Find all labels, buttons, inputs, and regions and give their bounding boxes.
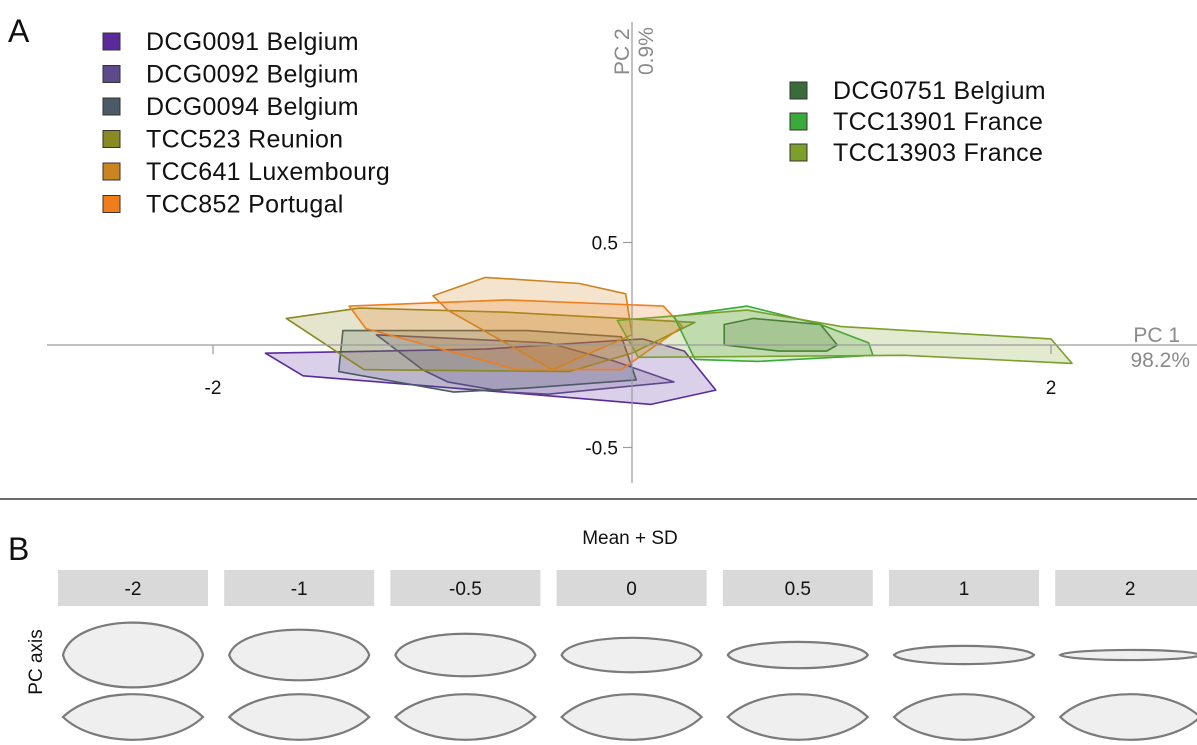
shape-pc2-0-5 <box>393 693 537 741</box>
shape-pc2-1 <box>892 693 1036 741</box>
legend-swatch-dcg0091-belgium <box>102 32 121 51</box>
legend-label-tcc641-luxembourg: TCC641 Luxembourg <box>146 158 390 186</box>
strip-0-5 <box>390 570 541 606</box>
strip-1 <box>889 570 1039 606</box>
panel-a-letter: A <box>8 13 30 49</box>
shape-pc1-2 <box>1058 648 1197 662</box>
hull-tcc13901-france <box>673 305 874 363</box>
axes-layer <box>47 22 1197 483</box>
shape-pc1-0 <box>560 636 703 674</box>
legend-swatch-tcc852-portugal <box>102 195 121 213</box>
shape-pc1-1 <box>892 644 1036 666</box>
shape-grid-title: Mean + SD <box>582 528 678 549</box>
legend-label-dcg0092-belgium: DCG0092 Belgium <box>146 61 359 89</box>
shape-pc2-1 <box>227 693 371 741</box>
pca-scatter-plot: -2 2 0.5 -0.5 PC 1 98.2% PC 2 0.9% DCG0091 … <box>47 22 1197 483</box>
shape-pc2-2 <box>61 693 205 741</box>
shape-pc2-2 <box>1058 693 1197 741</box>
x-tick-label-2: 2 <box>1046 378 1057 399</box>
shape-grid: -2 -1 -0.5 0 0.5 1 2 <box>58 570 1197 741</box>
strip-label-2: -2 <box>125 579 142 600</box>
y-tick-label-0-5: 0.5 <box>592 234 618 255</box>
legend-swatch-dcg0092-belgium <box>102 65 121 83</box>
shape-pc2-0 <box>560 693 704 741</box>
hull-tcc523-reunion <box>285 307 696 373</box>
shape-pc1-0-5 <box>726 640 870 670</box>
y-tick-label-0-5: -0.5 <box>585 439 618 460</box>
strip-label-1: -1 <box>291 579 308 600</box>
strip-label-0-5: -0.5 <box>449 579 482 600</box>
ticks-layer: -2 2 0.5 -0.5 <box>205 234 1057 460</box>
strip-1 <box>224 570 375 606</box>
shape-pc1-0-5 <box>394 632 537 678</box>
legend-swatch-tcc523-reunion <box>102 130 121 148</box>
strip-label-2: 2 <box>1125 579 1136 600</box>
legend-label-tcc523-reunion: TCC523 Reunion <box>146 126 343 154</box>
legend-swatch-dcg0751-belgium <box>789 81 808 100</box>
legend-label-dcg0751-belgium: DCG0751 Belgium <box>833 77 1046 105</box>
x-axis-title: PC 1 <box>1133 324 1180 347</box>
y-axis-title: PC 2 <box>611 28 634 75</box>
strip-2 <box>58 570 208 606</box>
legend-swatch-tcc13901-france <box>789 112 808 131</box>
hull-tcc13903-france <box>616 309 1073 365</box>
shape-pc2-0-5 <box>726 693 870 741</box>
shape-pc1-1 <box>228 628 371 682</box>
legend-swatch-tcc13903-france <box>789 143 808 162</box>
legend: DCG0091 Belgium DCG0092 Belgium DCG0094 Be… <box>102 28 1046 219</box>
legend-label-dcg0091-belgium: DCG0091 Belgium <box>146 28 359 56</box>
legend-label-tcc13901-france: TCC13901 France <box>833 108 1043 136</box>
hull-dcg0092-belgium <box>375 333 675 396</box>
legend-swatch-dcg0094-belgium <box>102 97 121 116</box>
hulls-layer <box>264 276 1073 406</box>
legend-label-tcc852-portugal: TCC852 Portugal <box>146 191 344 219</box>
strip-0 <box>556 570 707 606</box>
panel-b-letter: B <box>8 531 29 567</box>
legend-label-dcg0094-belgium: DCG0094 Belgium <box>146 93 359 121</box>
x-axis-percent: 98.2% <box>1130 349 1190 372</box>
hull-tcc852-portugal <box>348 299 684 371</box>
strip-label-0-5: 0.5 <box>785 579 811 600</box>
legend-swatch-tcc641-luxembourg <box>102 162 121 181</box>
strip-2 <box>1055 570 1197 606</box>
row-axis-label: PC axis <box>26 629 47 694</box>
strip-label-0: 0 <box>626 579 637 600</box>
y-axis-percent: 0.9% <box>635 27 658 75</box>
x-tick-label-2: -2 <box>205 378 222 399</box>
strip-0-5 <box>722 570 873 606</box>
shape-pc1-2 <box>61 621 205 689</box>
strip-label-1: 1 <box>959 579 970 600</box>
hull-dcg0751-belgium <box>723 317 839 352</box>
legend-label-tcc13903-france: TCC13903 France <box>833 139 1043 167</box>
